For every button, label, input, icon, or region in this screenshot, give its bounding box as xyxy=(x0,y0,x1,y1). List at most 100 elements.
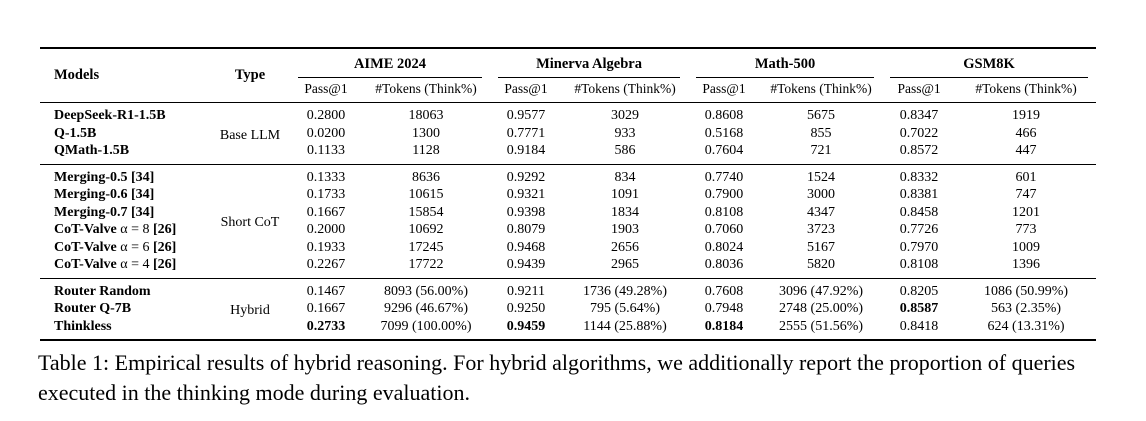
value-cell: 0.8572 xyxy=(899,143,939,159)
value-cell: 855 xyxy=(810,125,832,141)
value-cell: 795 (5.64%) xyxy=(590,301,661,317)
model-name-part: CoT-Valve xyxy=(54,222,117,238)
subheader-tokens: #Tokens (Think%) xyxy=(760,78,883,104)
value-cell: 3723 xyxy=(807,222,836,238)
value-cell: 7099 (100.00%) xyxy=(380,318,472,334)
value-cell: 18063 xyxy=(408,108,444,124)
value-cell: 721 xyxy=(810,143,832,159)
value-cell: 0.7022 xyxy=(899,125,939,141)
model-name-part: Router Q-7B xyxy=(54,301,132,317)
table-row: DeepSeek-R1-1.5B Base LLM 0.2800 18063 0.957… xyxy=(40,103,1096,143)
value-cell: 4347 xyxy=(807,204,836,220)
value-cell: 0.9439 xyxy=(506,257,546,273)
model-name-part: Merging-0.7 xyxy=(54,204,128,220)
table-row: Thinkless 0.2733 7099 (100.00%) 0.9459 1144 … xyxy=(40,318,1096,341)
model-name-part: CoT-Valve xyxy=(54,257,117,273)
model-name-part: [26] xyxy=(149,222,177,238)
value-cell: 1300 xyxy=(412,125,440,141)
value-cell: 624 (13.31%) xyxy=(987,318,1065,334)
model-name: CoT-Valve α = 4 [26] xyxy=(40,256,210,278)
cmidrule xyxy=(890,77,1089,79)
value-cell: 15854 xyxy=(408,204,444,220)
col-header-type: Type xyxy=(210,48,290,104)
subheader-tokens: #Tokens (Think%) xyxy=(956,78,1097,104)
table-row: CoT-Valve α = 4 [26] 0.2267 17722 0.9439 296… xyxy=(40,256,1096,278)
model-name: Thinkless xyxy=(40,318,210,341)
model-name: Merging-0.6 [34] xyxy=(40,186,210,204)
value-cell: 1091 xyxy=(611,187,640,203)
model-name-part: Merging-0.5 xyxy=(54,169,128,185)
table-caption: Table 1: Empirical results of hybrid rea… xyxy=(38,350,1076,406)
table-row: CoT-Valve α = 6 [26] 0.1933 17245 0.9468 265… xyxy=(40,239,1096,257)
value-cell: 0.7771 xyxy=(506,125,546,141)
value-cell: 1086 (50.99%) xyxy=(956,277,1097,301)
value-cell: 0.8332 xyxy=(882,163,957,187)
value-cell: 0.7948 xyxy=(704,301,744,317)
table-row: QMath-1.5B 0.1133 1128 0.9184 586 0.7604 721 0.… xyxy=(40,142,1096,164)
value-cell: 933 xyxy=(614,125,636,141)
value-cell: 0.8205 xyxy=(882,277,957,301)
table-row: Router Q-7B 0.1667 9296 (46.67%) 0.9250 795 … xyxy=(40,300,1096,318)
model-name: QMath-1.5B xyxy=(40,142,210,164)
model-name-part: [26] xyxy=(149,257,177,273)
results-table: Models Type AIME 2024 Minerva Algebra Ma… xyxy=(40,47,1097,342)
model-name-part: α = 4 xyxy=(116,257,150,273)
value-cell: 0.8079 xyxy=(506,222,546,238)
value-cell: 1201 xyxy=(1012,204,1041,220)
type-label: Hybrid xyxy=(210,277,290,341)
subheader-tokens: #Tokens (Think%) xyxy=(362,78,491,104)
value-cell: 0.2733 xyxy=(306,318,346,334)
value-cell: 0.8108 xyxy=(704,204,744,220)
table-row: Q-1.5B 0.0200 1300 0.7771 933 0.5168 855 0.7022… xyxy=(40,125,1096,143)
value-cell: 1903 xyxy=(611,222,640,238)
value-cell: 0.9459 xyxy=(506,318,546,334)
subheader-pass-at-1: Pass@1 xyxy=(290,78,362,104)
value-cell: 0.7060 xyxy=(704,222,744,238)
value-cell: 563 (2.35%) xyxy=(991,301,1062,317)
model-name-part: Merging-0.6 xyxy=(54,187,128,203)
value-cell: 10692 xyxy=(408,222,444,238)
group-header-gsm8k: GSM8K xyxy=(882,48,1096,79)
value-cell: 0.9292 xyxy=(490,163,563,187)
model-name: Merging-0.7 [34] xyxy=(40,204,210,222)
value-cell: 2656 xyxy=(611,239,640,255)
model-name: CoT-Valve α = 8 [26] xyxy=(40,221,210,239)
type-label: Short CoT xyxy=(210,163,290,279)
value-cell: 466 xyxy=(1015,125,1037,141)
model-name: CoT-Valve α = 6 [26] xyxy=(40,239,210,257)
value-cell: 0.8108 xyxy=(899,257,939,273)
value-cell: 447 xyxy=(1015,143,1037,159)
cmidrule xyxy=(498,77,681,79)
value-cell: 0.9184 xyxy=(506,143,546,159)
value-cell: 0.2267 xyxy=(306,257,346,273)
model-name: Q-1.5B xyxy=(40,125,210,143)
value-cell: 0.2000 xyxy=(306,222,346,238)
results-table-grid: Models Type AIME 2024 Minerva Algebra Ma… xyxy=(40,47,1097,342)
subheader-pass-at-1: Pass@1 xyxy=(490,78,563,104)
value-cell: 1834 xyxy=(611,204,640,220)
model-name: Router Q-7B xyxy=(40,300,210,318)
value-cell: 17245 xyxy=(408,239,444,255)
subheader-pass-at-1: Pass@1 xyxy=(882,78,957,104)
value-cell: 0.7726 xyxy=(899,222,939,238)
value-cell: 0.8036 xyxy=(704,257,744,273)
value-cell: 5675 xyxy=(807,108,836,124)
value-cell: 9296 (46.67%) xyxy=(384,301,468,317)
value-cell: 0.8347 xyxy=(899,108,939,124)
value-cell: 773 xyxy=(1015,222,1037,238)
value-cell: 747 xyxy=(1015,187,1037,203)
col-header-models: Models xyxy=(40,48,210,104)
value-cell: 0.8184 xyxy=(704,318,744,334)
model-name-part: α = 6 xyxy=(116,239,150,255)
cmidrule xyxy=(696,77,875,79)
model-name-part: [34] xyxy=(127,204,155,220)
value-cell: 2965 xyxy=(611,257,640,273)
value-cell: 601 xyxy=(956,163,1097,187)
value-cell: 0.8458 xyxy=(899,204,939,220)
type-label: Base LLM xyxy=(219,127,281,143)
group-label-aime-2024: AIME 2024 xyxy=(353,56,427,72)
table-row: Merging-0.6 [34] 0.1733 10615 0.9321 1091 0.7… xyxy=(40,186,1096,204)
value-cell: 0.1467 xyxy=(290,277,362,301)
model-name-part: QMath-1.5B xyxy=(54,143,130,159)
value-cell: 0.1933 xyxy=(306,239,346,255)
